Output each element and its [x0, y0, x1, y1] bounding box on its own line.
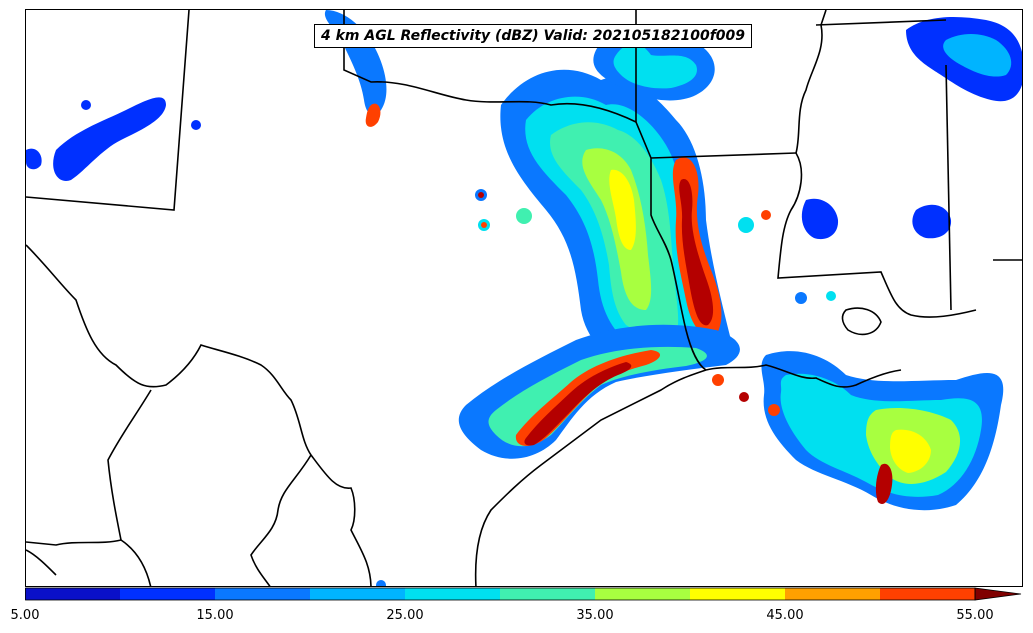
state-boundaries — [26, 10, 1022, 586]
colorbar-segment — [690, 588, 785, 600]
colorbar-tick-label: 5.00 — [10, 608, 40, 623]
refl-contour — [679, 179, 714, 326]
border-line — [120, 539, 152, 586]
border-line — [250, 454, 312, 586]
refl-cell — [795, 292, 807, 304]
border-line — [26, 244, 372, 586]
colorbar-segment — [500, 588, 595, 600]
refl-cell — [481, 222, 487, 228]
colorbar-segment — [215, 588, 310, 600]
colorbar-tick-label: 25.00 — [386, 608, 424, 623]
refl-cell — [739, 392, 749, 402]
refl-cell — [738, 217, 754, 233]
reflectivity-map — [26, 10, 1022, 586]
state-line — [26, 10, 190, 211]
state-line — [650, 152, 797, 159]
colorbar-extend-arrow — [974, 587, 1022, 601]
refl-cell — [768, 404, 780, 416]
coast-line — [474, 369, 707, 586]
colorbar-tick-label: 15.00 — [196, 608, 234, 623]
refl-cell — [826, 291, 836, 301]
state-line — [945, 64, 952, 311]
state-line — [777, 152, 977, 318]
colorbar-segment — [25, 588, 120, 600]
refl-contour — [801, 198, 839, 240]
refl-contour — [890, 429, 931, 473]
refl-cell — [712, 374, 724, 386]
colorbar-segment — [595, 588, 690, 600]
colorbar-segment — [120, 588, 215, 600]
colorbar-segment — [310, 588, 405, 600]
state-line — [635, 121, 707, 371]
colorbar-tick-label: 35.00 — [576, 608, 614, 623]
colorbar-segment — [785, 588, 880, 600]
state-line — [795, 10, 827, 154]
refl-cell — [81, 100, 91, 110]
refl-contour — [582, 148, 652, 310]
refl-cell — [516, 208, 532, 224]
refl-contour — [943, 34, 1012, 77]
border-line — [26, 389, 152, 546]
colorbar-outline — [25, 587, 976, 601]
refl-contour — [53, 97, 166, 181]
refl-cell — [191, 120, 201, 130]
refl-cell — [478, 192, 484, 198]
state-line — [343, 10, 637, 124]
border-line — [26, 549, 57, 576]
refl-contour — [613, 43, 697, 89]
map-panel: 4 km AGL Reflectivity (dBZ) Valid: 20210… — [25, 9, 1023, 587]
colorbar-segment — [880, 588, 975, 600]
refl-cell — [376, 580, 386, 586]
coast-line — [841, 307, 882, 336]
colorbar — [25, 587, 1022, 601]
refl-contour — [912, 204, 952, 239]
refl-contour — [875, 463, 893, 505]
refl-contour — [609, 169, 636, 250]
reflectivity-field — [26, 10, 1022, 586]
map-title: 4 km AGL Reflectivity (dBZ) Valid: 20210… — [314, 24, 753, 48]
refl-contour — [365, 103, 381, 127]
refl-contour — [26, 148, 42, 170]
colorbar-tick-label: 55.00 — [956, 608, 994, 623]
colorbar-segment — [405, 588, 500, 600]
refl-contour — [524, 362, 632, 446]
state-line — [815, 19, 947, 26]
coast-line — [705, 364, 902, 388]
colorbar-tick-label: 45.00 — [766, 608, 804, 623]
refl-cell — [761, 210, 771, 220]
